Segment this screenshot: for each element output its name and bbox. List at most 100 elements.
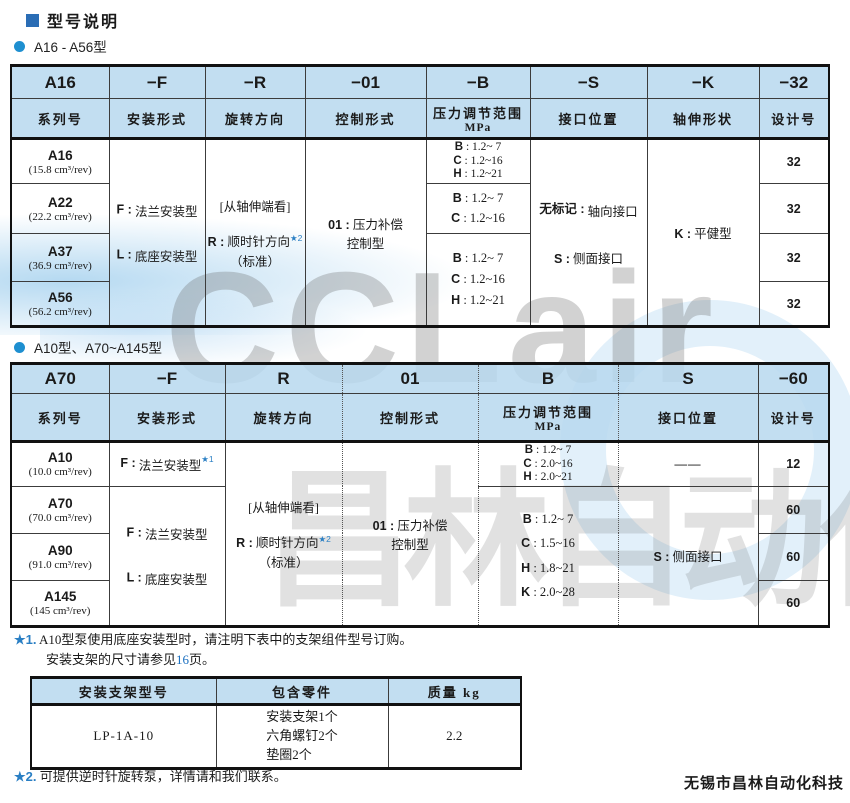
pressure-cell-a10: B : 1.2~ 7 C : 2.0~16 H : 2.0~21 [477,441,619,487]
blue-dot-icon [14,341,25,353]
weight-cell: 2.2 [387,704,522,769]
label-cell: 设计号 [757,393,830,443]
footnote-1-line2: 安装支架的尺寸请参见16页。 [46,652,216,667]
section-heading-a16-a56: A16 - A56型 [14,36,107,56]
code-cell: −F [108,65,206,99]
page-title-row: 型号说明 [26,8,119,32]
code-cell: −B [425,65,531,99]
company-name: 无锡市昌林自动化科技 [683,775,844,792]
label-cell-pressure: 压力调节范围 MPa [477,393,619,443]
code-cell: B [477,363,619,394]
control-cell: 01 : 压力补偿 控制型 [341,441,479,627]
label-cell: 轴伸形状 [646,98,760,140]
label-cell-pressure: 压力调节范围 MPa [425,98,531,140]
table-row: 系列号 安装形式 旋转方向 控制形式 压力调节范围 MPa 接口位置 设计号 [10,393,830,443]
mounting-bracket-table: 安装支架型号 包含零件 质量 kg LP-1A-10 安装支架1个 六角螺钉2个… [30,676,522,770]
section-label: A10型、A70~A145型 [34,341,162,356]
page-title: 型号说明 [47,14,120,31]
port-cell: 无标记 : 轴向接口 S : 侧面接口 [529,138,648,327]
series-cell-a56: A56 (56.2 cm³/rev) [10,281,110,327]
label-cell: 接口位置 [617,393,759,443]
label-cell: 系列号 [10,393,110,443]
design-cell: 60 [757,485,830,534]
pressure-label: 压力调节范围 [432,105,523,121]
pressure-label: 压力调节范围 [502,404,593,420]
rotation-cell: [从轴伸端看] R : 顺时针方向★2 （标准） [224,441,343,627]
mounting-cell: F : 法兰安装型 L : 底座安装型 [108,485,226,627]
design-cell: 32 [758,233,830,282]
design-cell: 32 [758,138,830,184]
pressure-cell-a22: B : 1.2~ 7 C : 1.2~16 [425,183,531,234]
design-cell: 60 [757,579,830,627]
series-cell-a145: A145 (145 cm³/rev) [10,579,110,627]
bracket-model-cell: LP-1A-10 [30,704,217,769]
series-cell-a90: A90 (91.0 cm³/rev) [10,532,110,581]
table-row-a16: A16 (15.8 cm³/rev) F : 法兰安装型 L : 底座安装型 [… [10,138,830,327]
label-cell: 控制形式 [304,98,427,140]
star-icon: ★2. [14,769,37,784]
label-cell: 旋转方向 [224,393,343,443]
label-cell: 安装形式 [108,98,206,140]
code-cell: R [224,363,343,394]
label-cell: 安装形式 [108,393,226,443]
code-cell: S [617,363,759,394]
table-row: LP-1A-10 安装支架1个 六角螺钉2个 垫圈2个 2.2 [30,704,522,769]
series-cell-a37: A37 (36.9 cm³/rev) [10,233,110,282]
pressure-cell-a37-a56: B : 1.2~ 7 C : 1.2~16 H : 1.2~21 [425,233,531,327]
label-cell: 旋转方向 [204,98,306,140]
code-cell: −S [529,65,648,99]
code-cell: A70 [10,363,110,394]
series-cell-a10: A10 (10.0 cm³/rev) [10,441,110,487]
pressure-unit: MPa [534,420,562,433]
section-heading-a10-a145: A10型、A70~A145型 [14,337,162,357]
code-cell: A16 [10,65,110,99]
rotation-cell: [从轴伸端看] R : 顺时针方向★2 （标准） [204,138,306,327]
model-code-table-a16-a56: A16 −F −R −01 −B −S −K −32 系列号 安装形式 旋转方向… [10,64,830,328]
mounting-cell: F : 法兰安装型 L : 底座安装型 [108,138,206,327]
port-cell: S : 侧面接口 [617,485,759,627]
design-cell: 32 [758,281,830,327]
page-16-link[interactable]: 16 [176,652,190,667]
star-icon: ★1. [14,632,37,647]
design-cell: 60 [757,532,830,581]
series-cell-a16: A16 (15.8 cm³/rev) [10,138,110,184]
code-cell: −01 [304,65,427,99]
design-cell: 32 [758,183,830,234]
mounting-cell-a10: F : 法兰安装型★1 [108,441,226,487]
footnote-star-2: ★2 [289,232,303,243]
code-cell: 01 [341,363,479,394]
footnote-star-1: ★1 [201,454,214,465]
label-cell: 接口位置 [529,98,648,140]
model-code-table-a10-a145: A70 −F R 01 B S −60 系列号 安装形式 旋转方向 控制形式 压… [10,362,830,628]
table-row: A16 −F −R −01 −B −S −K −32 [10,65,830,99]
control-cell: 01 : 压力补偿 控制型 [304,138,427,327]
included-parts-cell: 安装支架1个 六角螺钉2个 垫圈2个 [215,704,389,769]
code-cell: −R [204,65,306,99]
series-cell-a70: A70 (70.0 cm³/rev) [10,485,110,534]
design-cell: 12 [757,441,830,487]
code-cell: −K [646,65,760,99]
weight-header: 质量 kg [387,677,522,706]
table-row-a10: A10 (10.0 cm³/rev) F : 法兰安装型★1 [从轴伸端看] R… [10,441,830,627]
table-row: 系列号 安装形式 旋转方向 控制形式 压力调节范围 MPa 接口位置 轴伸形状 … [10,98,830,140]
footnote-star-2: ★2 [318,533,331,544]
pressure-cell-a70-a145: B : 1.2~ 7 C : 1.5~16 H : 1.8~21 K : 2.0… [477,485,619,627]
code-cell: −32 [758,65,830,99]
bracket-model-header: 安装支架型号 [30,677,217,706]
shaft-cell: K : 平健型 [646,138,760,327]
label-cell: 系列号 [10,98,110,140]
pressure-cell-a16: B : 1.2~ 7 C : 1.2~16 H : 1.2~21 [425,138,531,184]
code-cell: −60 [757,363,830,394]
table-row: 安装支架型号 包含零件 质量 kg [30,677,522,706]
section-label: A16 - A56型 [34,40,107,55]
blue-square-icon [26,13,39,27]
footnote-2: ★2. 可提供逆时针旋转泵，详情请和我们联系。 [14,769,287,784]
label-cell: 设计号 [758,98,830,140]
port-cell-a10: —— [617,441,759,487]
pressure-unit: MPa [464,121,492,134]
label-cell: 控制形式 [341,393,479,443]
included-parts-header: 包含零件 [215,677,389,706]
series-cell-a22: A22 (22.2 cm³/rev) [10,183,110,234]
footnote-1: ★1. A10型泵使用底座安装型时，请注明下表中的支架组件型号订购。 [14,632,413,647]
